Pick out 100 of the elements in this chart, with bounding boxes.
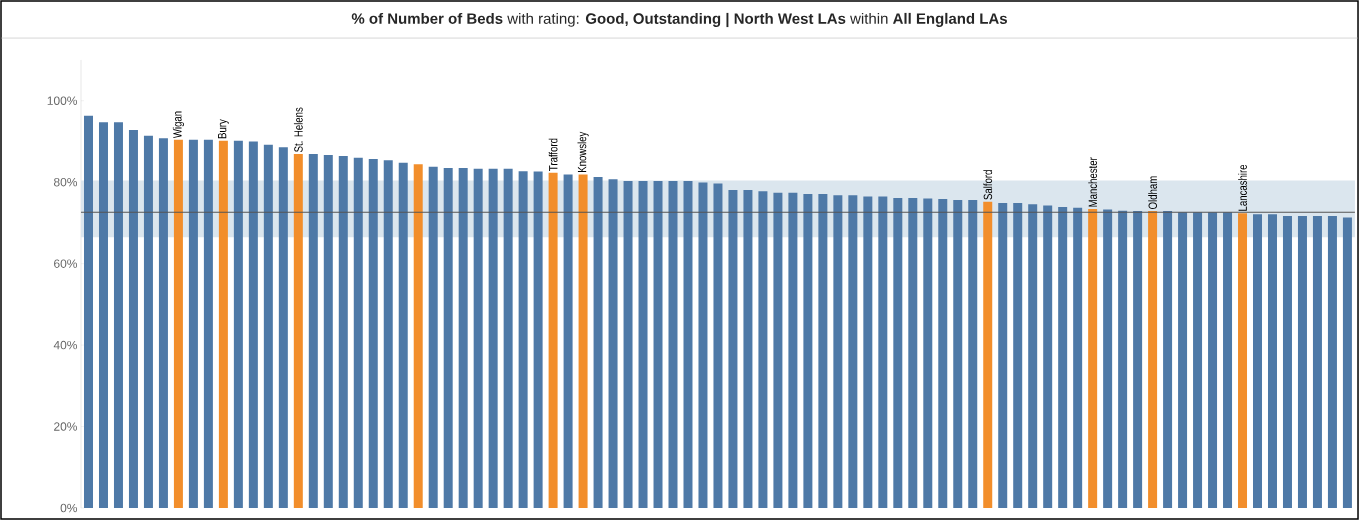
x-tick-label: Bury [218, 119, 229, 139]
bar [608, 179, 618, 508]
bar [1028, 204, 1038, 508]
y-tick-label: 0% [60, 503, 78, 513]
bar [248, 141, 258, 508]
x-tick-label: Lancashire [1238, 164, 1247, 211]
bar [368, 158, 378, 508]
bar [1103, 209, 1113, 508]
bar [263, 144, 273, 508]
bar [383, 160, 393, 508]
bar [84, 115, 93, 508]
bar [203, 139, 213, 508]
bar [1297, 215, 1307, 508]
bar [1253, 214, 1263, 508]
bar [743, 189, 753, 508]
bar [1223, 212, 1233, 508]
bar [968, 200, 978, 508]
bar [1073, 207, 1083, 508]
bar [1282, 215, 1292, 508]
bar [1342, 217, 1352, 508]
bar [473, 168, 483, 508]
y-tick-label: 60% [54, 259, 78, 268]
bar [323, 154, 333, 508]
x-tick-label: Manchester [1088, 157, 1098, 207]
bar [128, 130, 138, 508]
bar [878, 196, 888, 508]
bar [98, 122, 108, 508]
y-tick-label: 20% [54, 422, 78, 431]
bar [803, 193, 813, 508]
bar [758, 191, 768, 508]
bar [1013, 202, 1023, 508]
bar [503, 168, 513, 508]
x-tick-label: Knowsley [577, 131, 589, 172]
bar [1088, 209, 1098, 508]
bar [1312, 215, 1322, 508]
bar [1327, 215, 1337, 508]
bar [1043, 205, 1053, 508]
bar [1208, 212, 1218, 508]
bar [173, 139, 183, 508]
bar [773, 192, 783, 508]
bar [218, 140, 228, 508]
bar [833, 195, 843, 508]
y-tick-label: 100% [47, 96, 78, 105]
bar [713, 183, 723, 508]
bar [998, 202, 1008, 508]
x-tick-label: Trafford [548, 138, 558, 171]
bar [1163, 211, 1173, 508]
bar [413, 164, 423, 508]
bar [593, 176, 603, 508]
bar [143, 135, 153, 508]
x-tick-label: Salford [983, 170, 993, 200]
bar [1148, 211, 1158, 508]
bar [518, 171, 528, 508]
bar [113, 122, 123, 508]
bar [638, 180, 648, 508]
x-tick-label: St. Helens [293, 107, 303, 152]
bar [488, 168, 498, 508]
bar [308, 154, 318, 508]
chart-title: % of Number of Beds with rating: Good, Outstanding | North West LAs within All England LAs [351, 12, 1007, 28]
bar [893, 198, 903, 508]
bar [653, 180, 663, 508]
bar [158, 138, 168, 508]
bar [623, 180, 633, 508]
bar [443, 167, 453, 508]
bar [1193, 212, 1203, 508]
bar [458, 167, 468, 508]
bar [1058, 207, 1068, 508]
bar [938, 198, 948, 508]
bar [188, 139, 198, 508]
bar [428, 166, 438, 508]
bar [578, 174, 588, 508]
bar [293, 154, 303, 508]
bar [953, 200, 963, 508]
bar [1267, 214, 1277, 508]
bar [1118, 210, 1128, 508]
bar [233, 140, 243, 508]
bar [1238, 213, 1248, 508]
bar [563, 174, 573, 508]
bar [983, 201, 993, 508]
bar [353, 157, 363, 508]
bar [533, 171, 543, 508]
bar [908, 198, 918, 508]
bar [848, 195, 858, 508]
bar [923, 198, 933, 508]
y-tick-label: 80% [53, 177, 78, 187]
x-tick-label: Wigan [172, 111, 185, 139]
bar [698, 182, 708, 508]
bar [548, 172, 558, 508]
bar [668, 180, 678, 508]
bar [818, 193, 828, 508]
x-tick-label: Oldham [1148, 176, 1157, 209]
bar [338, 156, 348, 508]
bar [398, 162, 408, 508]
bar [728, 189, 738, 508]
bar [1133, 211, 1143, 508]
bar [278, 147, 288, 508]
bar [788, 192, 798, 508]
bar [1178, 212, 1188, 508]
bar [863, 196, 873, 508]
bar [683, 180, 693, 508]
